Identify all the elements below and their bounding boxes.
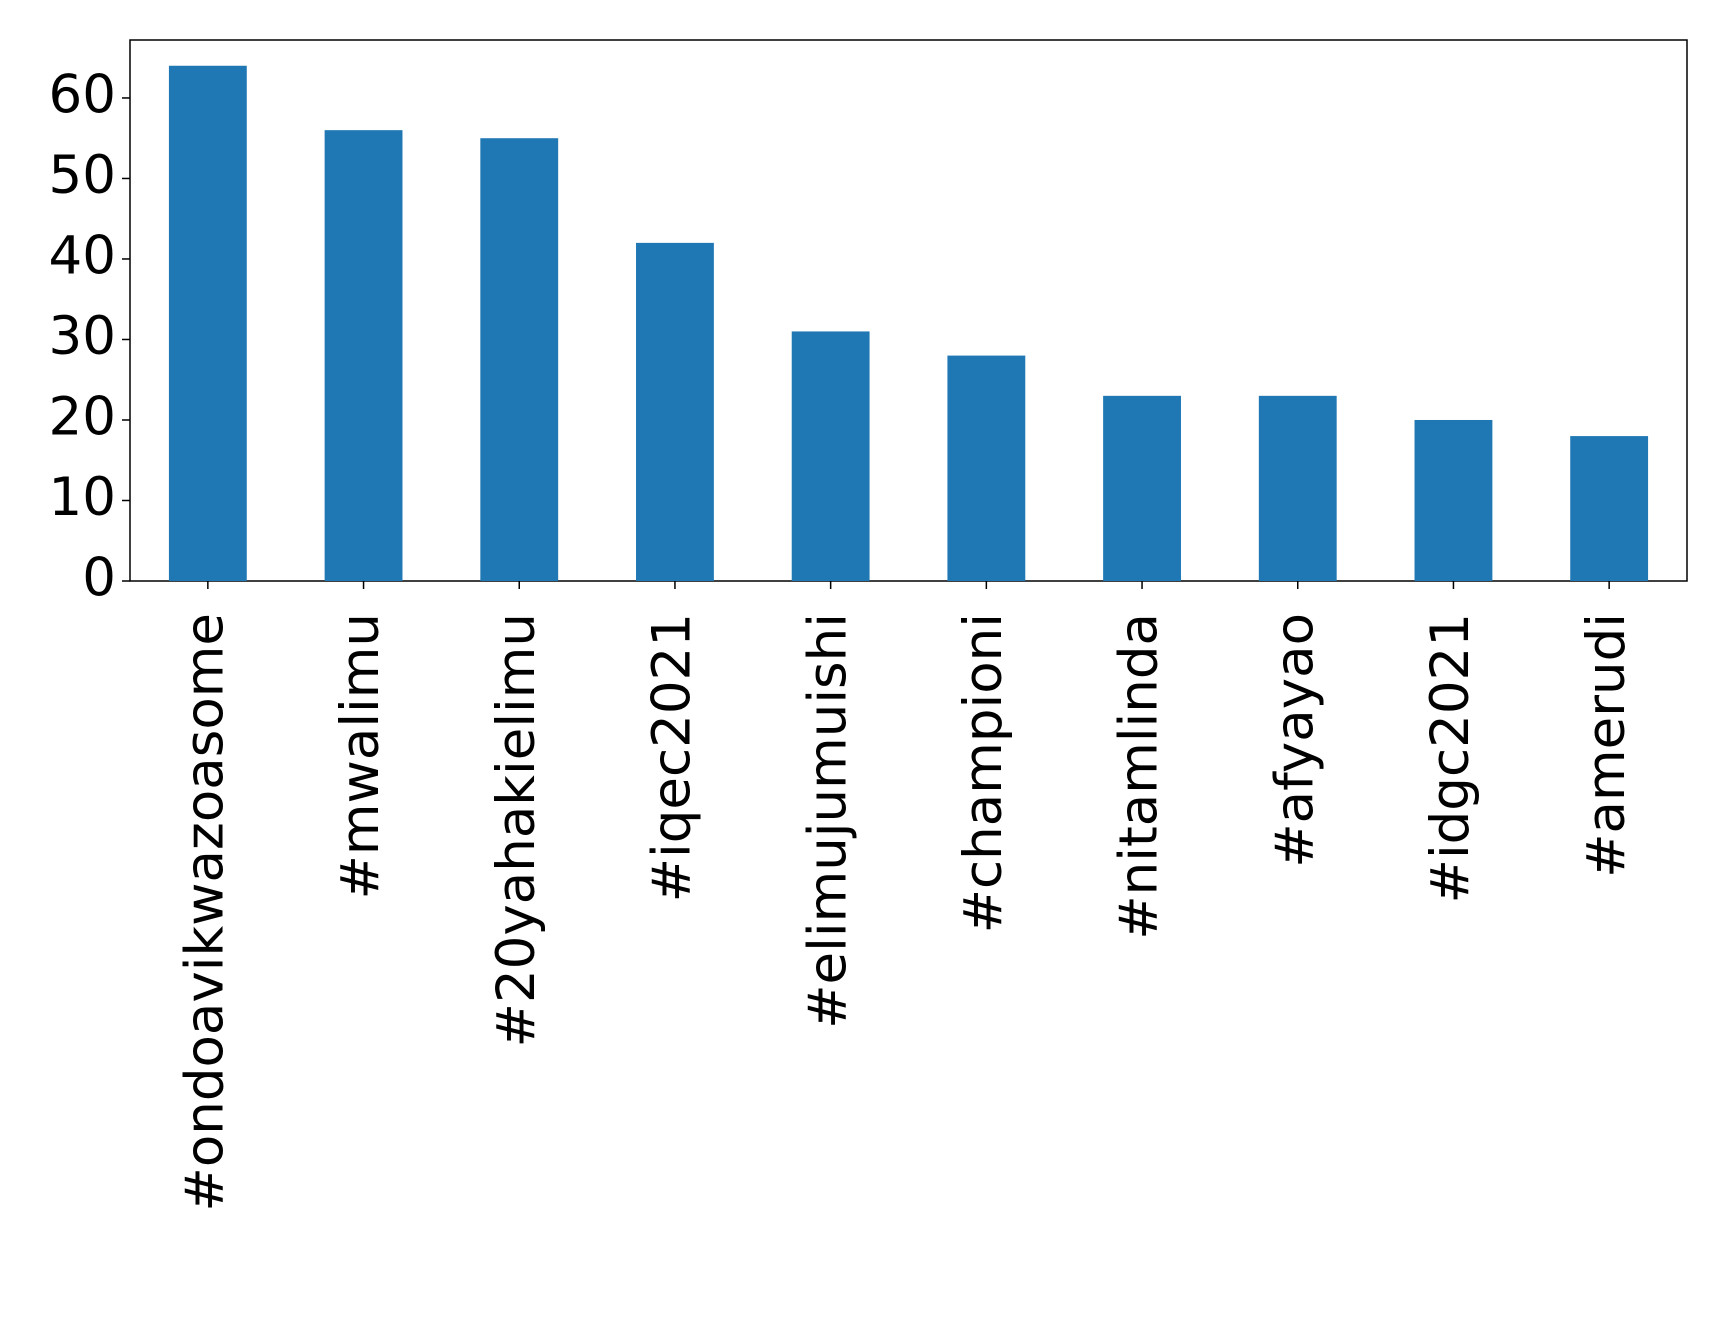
x-tick-label: #mwalimu (330, 613, 391, 900)
y-tick-label: 40 (49, 226, 116, 287)
bar (1258, 395, 1337, 581)
y-tick-label: 10 (49, 467, 116, 528)
bar (324, 130, 403, 581)
bar (480, 138, 559, 581)
bar (1570, 436, 1649, 581)
bar (168, 65, 247, 581)
x-tick-label: #elimujumuishi (797, 613, 858, 1029)
bar (791, 331, 870, 581)
y-tick-label: 20 (49, 387, 116, 448)
x-tick-label: #20yahakielimu (486, 613, 547, 1047)
y-tick-label: 60 (49, 65, 116, 126)
y-tick-label: 0 (82, 548, 116, 609)
bar (947, 355, 1026, 581)
x-tick-label: #iqec2021 (642, 613, 703, 902)
x-tick-label: #championi (953, 613, 1014, 933)
bar (1414, 419, 1493, 581)
x-tick-label: #nitamlinda (1109, 613, 1170, 940)
y-tick-label: 30 (49, 306, 116, 367)
x-tick-label: #ondoavikwazoasome (174, 613, 235, 1212)
x-tick-label: #afyayao (1264, 613, 1325, 868)
axes-frame (129, 39, 1688, 582)
x-tick-label: #idgc2021 (1420, 613, 1481, 903)
x-tick-label: #amerudi (1576, 613, 1637, 878)
y-tick-label: 50 (49, 145, 116, 206)
bar (636, 242, 714, 581)
bar (1103, 395, 1181, 581)
